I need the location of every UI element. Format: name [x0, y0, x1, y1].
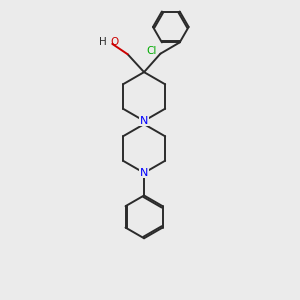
Text: O: O [110, 37, 119, 46]
Text: N: N [140, 116, 148, 126]
Text: H: H [99, 37, 106, 46]
Text: N: N [140, 168, 148, 178]
Text: Cl: Cl [146, 46, 157, 56]
